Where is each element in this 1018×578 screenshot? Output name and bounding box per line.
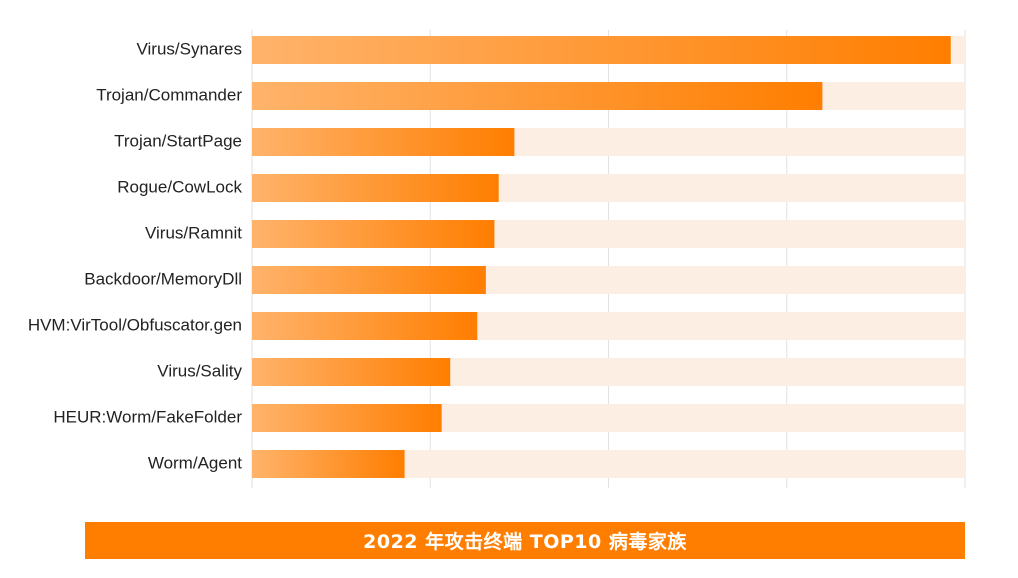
bar <box>252 450 405 478</box>
bar <box>252 174 499 202</box>
bar <box>252 128 515 156</box>
bar <box>252 266 486 294</box>
chart-footer-title: 2022 年攻击终端 TOP10 病毒家族 <box>363 531 687 553</box>
bar <box>252 312 478 340</box>
category-label: HEUR:Worm/FakeFolder <box>53 407 242 426</box>
bar <box>252 358 451 386</box>
category-label: Rogue/CowLock <box>117 177 242 196</box>
category-label: Virus/Ramnit <box>145 223 242 242</box>
category-label: Virus/Synares <box>136 39 242 58</box>
bar <box>252 36 951 64</box>
bar <box>252 82 823 110</box>
category-label: Backdoor/MemoryDll <box>84 269 242 288</box>
category-label: Worm/Agent <box>148 453 242 472</box>
category-label: HVM:VirTool/Obfuscator.gen <box>28 315 242 334</box>
category-label: Trojan/Commander <box>96 85 242 104</box>
bar <box>252 220 495 248</box>
category-label: Trojan/StartPage <box>114 131 242 150</box>
footer-banner: 2022 年攻击终端 TOP10 病毒家族 <box>85 522 965 559</box>
bar <box>252 404 442 432</box>
bars <box>252 36 951 478</box>
category-label: Virus/Sality <box>157 361 242 380</box>
category-labels: Virus/Synares Trojan/Commander Trojan/Star… <box>28 39 243 472</box>
